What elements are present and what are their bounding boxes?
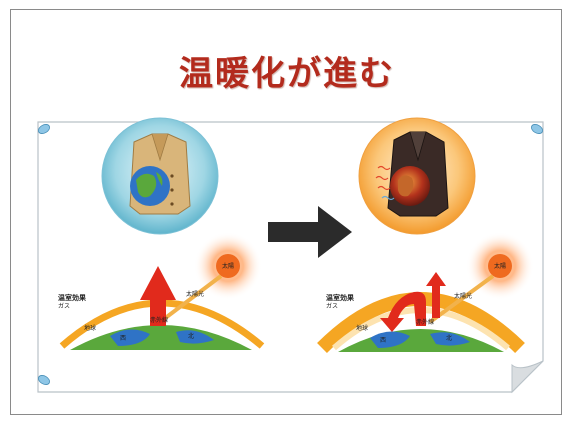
sunlight-label: 太陽光 — [454, 292, 472, 300]
heat-label: 赤外線 — [150, 316, 168, 324]
earth-label: 地球 — [356, 324, 368, 332]
sun-label: 太陽 — [222, 262, 234, 270]
gas-label: 温室効果 — [58, 293, 86, 302]
land-label: 北 — [446, 334, 452, 342]
land-label: 北 — [188, 332, 194, 340]
land-label: 西 — [120, 335, 126, 342]
sunlight-label: 太陽光 — [186, 290, 204, 298]
earth-label: 地球 — [84, 324, 96, 332]
earth-in-coat-hot — [359, 118, 475, 234]
gas-label: 温室効果 — [326, 293, 354, 302]
sun-label: 太陽 — [494, 262, 506, 270]
land-label: 西 — [380, 337, 386, 344]
heat-label: 赤外線 — [416, 318, 434, 326]
earth-in-coat-cool — [102, 118, 218, 234]
gas-sub-label: ガス — [58, 302, 70, 310]
gas-sub-label: ガス — [326, 302, 338, 310]
